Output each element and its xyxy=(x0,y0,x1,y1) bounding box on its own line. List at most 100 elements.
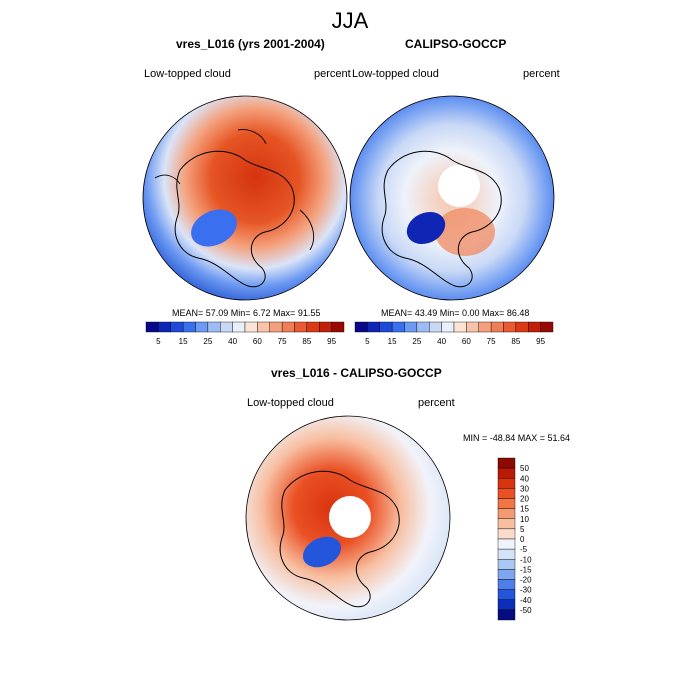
colorbar2-tick-label: 75 xyxy=(487,337,496,346)
colorbar3-swatch xyxy=(497,518,516,530)
map2-warm-area xyxy=(435,208,495,256)
colorbar2-tick-label: 40 xyxy=(437,337,446,346)
colorbar1-swatch xyxy=(182,321,196,333)
colorbar1-swatch xyxy=(331,321,345,333)
colorbar1-tick-label: 85 xyxy=(302,337,311,346)
colorbar3-tick-label: -15 xyxy=(520,565,532,574)
colorbar3-tick-label: 40 xyxy=(520,474,529,483)
map3-greenland-blue xyxy=(302,536,342,568)
colorbar1-swatch xyxy=(281,321,295,333)
colorbar2-swatch xyxy=(503,321,517,333)
map1-coastline xyxy=(174,150,295,288)
colorbar3-tick-label: -10 xyxy=(520,555,532,564)
colorbar2-swatch xyxy=(490,321,504,333)
panel2-title: CALIPSO-GOCCP xyxy=(405,37,507,51)
colorbar3-tick-label: 50 xyxy=(520,464,529,473)
map3-coastline xyxy=(279,470,400,608)
map1-greenland-blue xyxy=(191,209,237,247)
colorbar2-swatch xyxy=(391,321,405,333)
colorbar3-swatch xyxy=(497,488,516,499)
map2-coastline xyxy=(381,150,502,288)
colorbar1-tick-label: 75 xyxy=(278,337,287,346)
colorbar3-swatch xyxy=(497,498,516,509)
panel3-left-label: Low-topped cloud xyxy=(247,397,334,409)
colorbar3-tick-label: 15 xyxy=(520,505,529,514)
colorbar1-tick-label: 25 xyxy=(203,337,212,346)
colorbar1-swatch xyxy=(294,321,308,333)
map3 xyxy=(245,415,451,621)
colorbar1-tick-label: 40 xyxy=(228,337,237,346)
colorbar3-swatch xyxy=(497,538,516,550)
panel2-stats: MEAN= 43.49 Min= 0.00 Max= 86.48 xyxy=(381,308,530,318)
panel1-left-label: Low-topped cloud xyxy=(144,68,231,80)
colorbar3-tick-label: 20 xyxy=(520,495,529,504)
colorbar2-swatch xyxy=(528,321,541,333)
panel3-title: vres_L016 - CALIPSO-GOCCP xyxy=(271,366,442,380)
colorbar3-swatch xyxy=(497,508,516,519)
panel2-left-label: Low-topped cloud xyxy=(352,68,439,80)
map2-polar-gap xyxy=(438,165,480,207)
panel2-units-label: percent xyxy=(523,68,560,80)
figure-title: JJA xyxy=(331,8,369,33)
panel3-stats: MIN = -48.84 MAX = 51.64 xyxy=(463,433,571,443)
colorbar3-swatch xyxy=(497,579,516,590)
colorbar2-tick-label: 15 xyxy=(388,337,397,346)
colorbar3-swatch xyxy=(497,457,516,469)
colorbar2-swatch xyxy=(441,321,455,333)
colorbar1-tick-label: 60 xyxy=(253,337,262,346)
colorbar3-tick-label: 0 xyxy=(520,535,525,544)
colorbar1-swatch xyxy=(269,321,283,333)
colorbar2-swatch xyxy=(453,321,467,333)
colorbar2-swatch xyxy=(540,321,554,333)
colorbar2-tick-label: 85 xyxy=(511,337,520,346)
colorbar2: 5 15 25 40 60 75 85 95 xyxy=(354,321,554,346)
map1 xyxy=(142,95,348,301)
colorbar1-swatch xyxy=(170,321,184,333)
colorbar1-swatch xyxy=(244,321,258,333)
colorbar1-swatch xyxy=(257,321,270,333)
panel1-stats: MEAN= 57.09 Min= 6.72 Max= 91.55 xyxy=(172,308,321,318)
colorbar3-swatch xyxy=(497,569,516,580)
map2-greenland-blue xyxy=(406,211,446,245)
colorbar3-tick-label: 30 xyxy=(520,484,529,493)
panel1-units-label: percent xyxy=(314,68,351,80)
colorbar2-swatch xyxy=(515,321,529,333)
colorbar3-swatch xyxy=(497,467,516,479)
colorbar2-swatch xyxy=(404,321,418,333)
colorbar3-swatch xyxy=(497,478,516,489)
map3-polar-gap xyxy=(329,496,371,538)
colorbar3-swatch xyxy=(497,528,516,540)
colorbar2-tick-label: 25 xyxy=(412,337,421,346)
colorbar3-tick-label: 10 xyxy=(520,515,529,524)
colorbar1-swatch xyxy=(220,321,233,333)
colorbar1-tick-label: 95 xyxy=(327,337,336,346)
colorbar3-swatch xyxy=(497,599,516,611)
colorbar1-tick-label: 15 xyxy=(179,337,188,346)
panel3-units-label: percent xyxy=(418,397,455,409)
colorbar1-swatch xyxy=(158,321,171,333)
colorbar1-swatch xyxy=(306,321,320,333)
colorbar2-tick-label: 5 xyxy=(365,337,370,346)
colorbar1-swatch xyxy=(319,321,332,333)
colorbar3-tick-label: -50 xyxy=(520,606,532,615)
colorbar3-tick-label: -20 xyxy=(520,576,532,585)
colorbar1-swatch xyxy=(145,321,159,333)
colorbar2-swatch xyxy=(354,321,368,333)
colorbar2-swatch xyxy=(429,321,442,333)
panel1-title: vres_L016 (yrs 2001-2004) xyxy=(176,37,325,51)
colorbar3-swatch xyxy=(497,609,516,621)
colorbar2-swatch xyxy=(478,321,492,333)
colorbar3-swatch xyxy=(497,589,516,600)
map1-disk xyxy=(142,95,348,301)
colorbar3-swatch xyxy=(497,548,516,560)
colorbar2-swatch xyxy=(416,321,430,333)
colorbar3-swatch xyxy=(497,559,516,570)
colorbar3-tick-label: 5 xyxy=(520,525,525,534)
colorbar2-swatch xyxy=(466,321,479,333)
colorbar2-swatch xyxy=(367,321,380,333)
colorbar3-tick-label: -40 xyxy=(520,596,532,605)
colorbar1: 5 15 25 40 60 75 85 95 xyxy=(145,321,345,346)
colorbar1-swatch xyxy=(207,321,221,333)
